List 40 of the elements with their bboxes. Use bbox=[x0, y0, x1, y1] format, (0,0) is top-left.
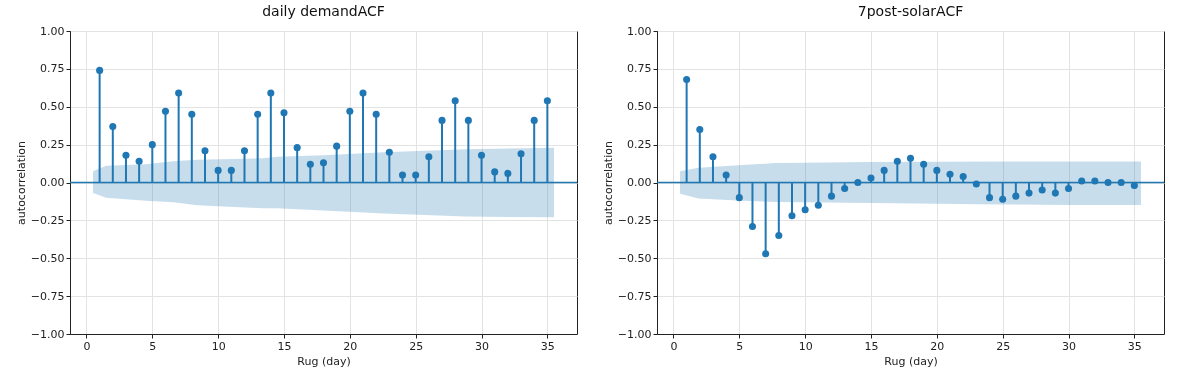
y-tick-label: −0.50 bbox=[617, 251, 652, 265]
y-tick-label: 0.25 bbox=[627, 138, 652, 152]
y-tick-label: 0.75 bbox=[40, 62, 65, 76]
x-tick-label: 0 bbox=[670, 339, 678, 353]
y-tick-label: −1.00 bbox=[30, 327, 65, 341]
x-tick-label: 35 bbox=[540, 339, 555, 353]
x-tick-label: 25 bbox=[996, 339, 1011, 353]
x-tick-label: 35 bbox=[1127, 339, 1142, 353]
y-tick-label: 0.00 bbox=[40, 176, 65, 189]
x-tick-label: 30 bbox=[1062, 339, 1077, 353]
x-tick-label: 10 bbox=[211, 339, 226, 353]
y-tick-label: −1.00 bbox=[617, 327, 652, 341]
chart-title: 7post-solarACF bbox=[857, 3, 964, 19]
y-tick-label: 1.00 bbox=[627, 24, 652, 38]
y-tick-label: −0.50 bbox=[30, 251, 65, 265]
x-tick-label: 15 bbox=[277, 339, 292, 353]
y-tick-label: 0.25 bbox=[40, 138, 65, 152]
y-axis-title: autocorrelation bbox=[601, 141, 615, 225]
x-tick-label: 5 bbox=[149, 339, 157, 353]
x-tick-label: 30 bbox=[475, 339, 490, 353]
y-tick-label: 0.50 bbox=[627, 100, 652, 114]
x-tick-label: 0 bbox=[83, 339, 91, 353]
y-axis-title: autocorrelation bbox=[14, 141, 28, 225]
y-tick-label: −0.75 bbox=[30, 289, 65, 303]
y-tick-label: −0.25 bbox=[617, 213, 652, 227]
x-axis-title: Rug (day) bbox=[884, 354, 938, 368]
x-tick-label: 20 bbox=[930, 339, 945, 353]
x-tick-label: 20 bbox=[343, 339, 358, 353]
x-axis-title: Rug (day) bbox=[297, 354, 351, 368]
x-tick-label: 25 bbox=[409, 339, 424, 353]
y-tick-label: −0.75 bbox=[617, 289, 652, 303]
chart-title: daily demandACF bbox=[262, 3, 385, 19]
x-tick-label: 5 bbox=[736, 339, 744, 353]
x-tick-label: 15 bbox=[864, 339, 879, 353]
y-tick-label: −0.25 bbox=[30, 213, 65, 227]
y-tick-label: 0.00 bbox=[627, 176, 652, 189]
y-tick-label: 0.75 bbox=[627, 62, 652, 76]
x-tick-label: 10 bbox=[798, 339, 813, 353]
y-tick-label: 0.50 bbox=[40, 100, 65, 114]
y-tick-label: 1.00 bbox=[40, 24, 65, 38]
